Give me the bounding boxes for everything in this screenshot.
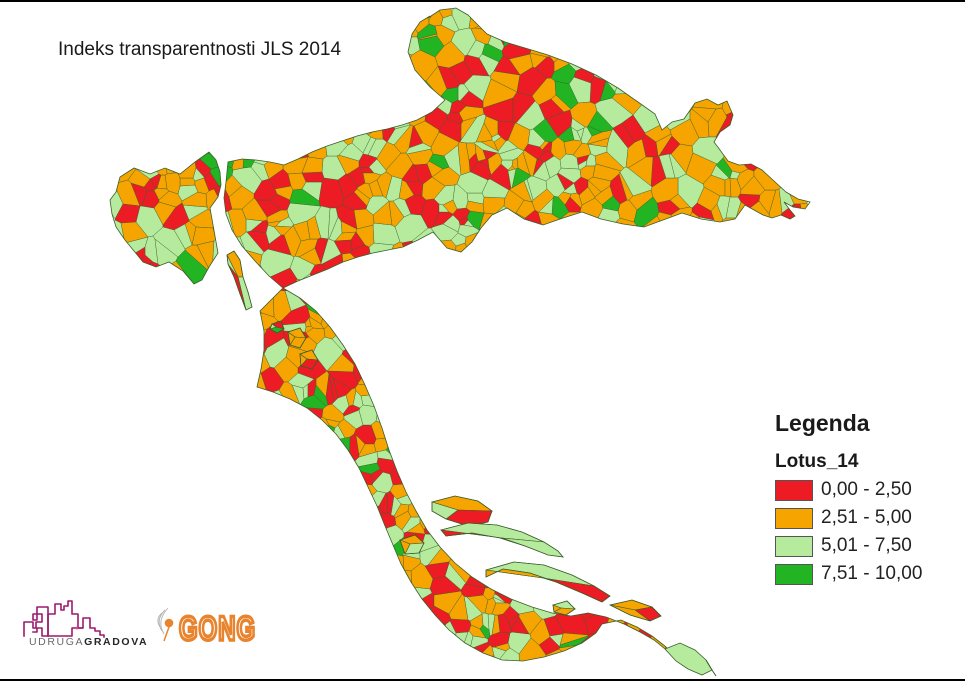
svg-text:GONG: GONG — [179, 610, 256, 648]
